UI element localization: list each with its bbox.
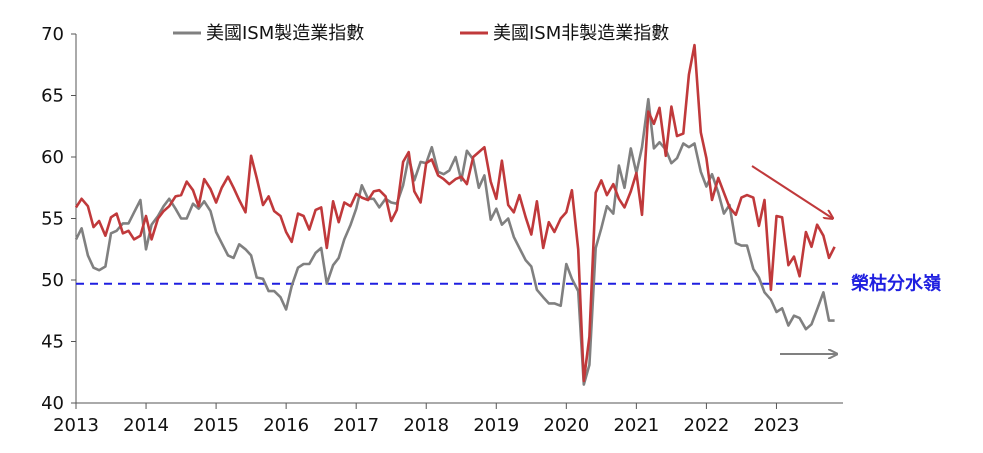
- y-tick-label: 60: [41, 147, 64, 168]
- y-tick-label: 50: [41, 270, 64, 291]
- legend-label-1: 美國ISM非製造業指數: [493, 23, 669, 44]
- legend-label-0: 美國ISM製造業指數: [206, 23, 364, 44]
- axes: 40 45 50 55 60 65 70 2013 2014 2015 2016 2017 2018 20…: [41, 24, 843, 436]
- x-tick-label: 2022: [684, 415, 730, 436]
- y-tick-label: 55: [41, 209, 64, 230]
- x-tick-label: 2019: [473, 415, 519, 436]
- y-tick-label: 65: [41, 86, 64, 107]
- trend-arrow-down: [751, 165, 832, 218]
- series-layer: [74, 43, 836, 386]
- legend: 美國ISM製造業指數 美國ISM非製造業指數: [173, 23, 669, 44]
- y-tick-label: 70: [41, 24, 64, 45]
- x-tick-label: 2021: [613, 415, 659, 436]
- x-tick-label: 2020: [543, 415, 589, 436]
- x-tick-label: 2013: [53, 415, 99, 436]
- x-tick-label: 2016: [263, 415, 309, 436]
- x-tick-label: 2014: [123, 415, 169, 436]
- x-tick-label: 2023: [754, 415, 800, 436]
- y-tick-label: 40: [41, 393, 64, 414]
- x-tick-label: 2017: [333, 415, 379, 436]
- threshold-layer: 榮枯分水嶺: [76, 273, 941, 295]
- trend-arrows: [751, 165, 836, 354]
- x-tick-label: 2018: [403, 415, 449, 436]
- y-tick-label: 45: [41, 332, 64, 353]
- x-tick-label: 2015: [193, 415, 239, 436]
- series-line-0: [74, 97, 835, 386]
- threshold-label: 榮枯分水嶺: [851, 273, 941, 295]
- series-line-1: [74, 43, 836, 383]
